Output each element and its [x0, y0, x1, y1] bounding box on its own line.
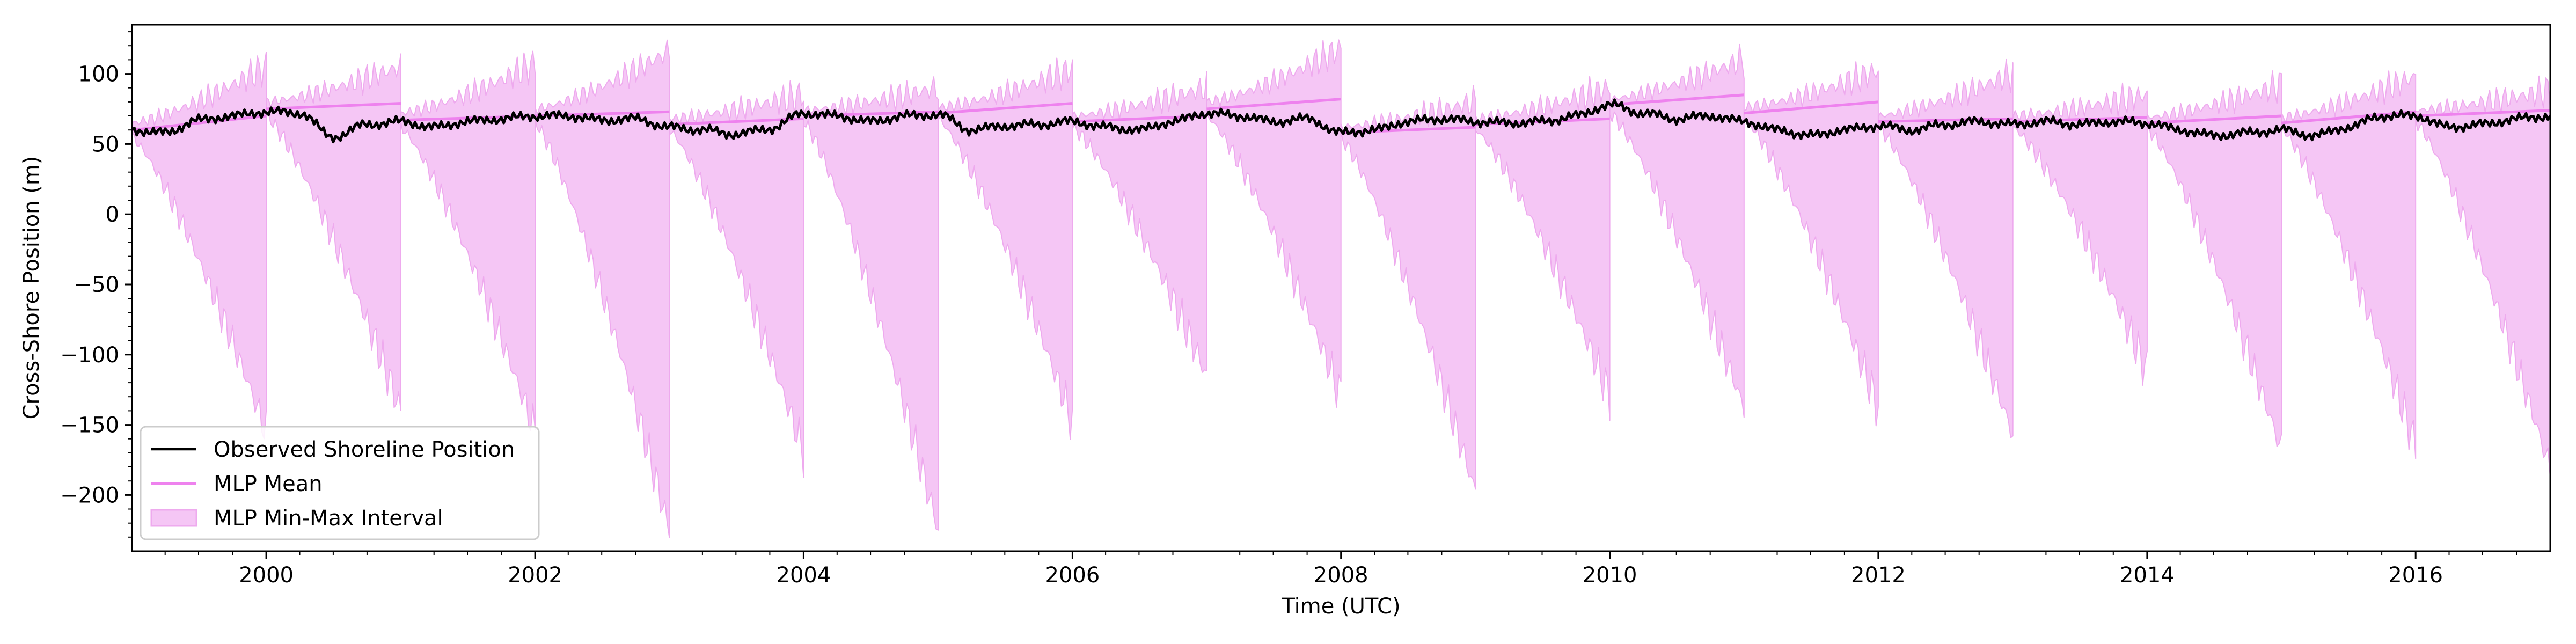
x-tick-label: 2012: [1851, 563, 1906, 588]
mlp-mean-segment: [1744, 100, 1879, 115]
x-tick-label: 2014: [2120, 563, 2175, 588]
mlp-interval-band: [1206, 39, 1342, 408]
y-tick-label: −100: [60, 343, 119, 368]
mlp-interval-band: [266, 53, 401, 411]
legend-label-mean: MLP Mean: [214, 472, 323, 496]
observed-layer: [131, 98, 2552, 144]
x-tick-label: 2008: [1314, 563, 1368, 588]
y-tick-label: −50: [74, 273, 119, 297]
observed-shoreline-line: [131, 98, 2552, 144]
mlp-interval-band: [1072, 71, 1208, 373]
mlp-interval-band: [535, 39, 670, 538]
mlp-mean-segment: [1878, 117, 2013, 123]
mlp-interval-band: [1877, 58, 2014, 438]
x-tick-label: 2010: [1583, 563, 1637, 588]
mlp-mean-segment: [2416, 109, 2551, 118]
mlp-mean-segment: [1609, 93, 1744, 106]
mlp-interval-band: [2146, 70, 2282, 447]
y-tick-label: 100: [78, 62, 119, 87]
mlp-mean-segment: [2147, 114, 2282, 125]
x-tick-label: 2004: [777, 563, 831, 588]
y-tick-label: 0: [106, 202, 119, 227]
x-tick-label: 2000: [239, 563, 294, 588]
mlp-interval-band: [2415, 75, 2551, 479]
y-tick-label: −200: [60, 483, 119, 508]
y-axis: 100 50 0 −50 −100 −150 −200: [60, 31, 132, 538]
mlp-interval-band: [131, 52, 267, 440]
legend-swatch-interval: [150, 509, 197, 527]
x-tick-label: 2006: [1045, 563, 1100, 588]
x-tick-label: 2016: [2388, 563, 2443, 588]
mlp-interval-band: [2012, 82, 2148, 386]
legend-label-interval: MLP Min-Max Interval: [214, 506, 443, 531]
mlp-interval-band: [803, 76, 939, 531]
mlp-interval-band: [2281, 70, 2417, 459]
mlp-interval-band: [400, 50, 536, 431]
mlp-interval-band: [1340, 85, 1476, 490]
mlp-mean-segment: [1206, 98, 1341, 111]
legend: Observed Shoreline Position MLP Mean MLP…: [140, 426, 540, 540]
x-tick-label: 2002: [508, 563, 562, 588]
mlp-interval-band: [669, 80, 804, 478]
y-axis-label: Cross-Shore Position (m): [19, 156, 44, 420]
x-axis-label: Time (UTC): [1281, 594, 1400, 619]
mlp-interval-layer: [131, 39, 2551, 538]
mlp-mean-segment: [938, 102, 1073, 115]
x-axis: 2000 2002 2004 2006 2008 2010 2012 2014 2016: [164, 551, 2517, 588]
mlp-interval-band: [1609, 43, 1745, 418]
mlp-mean-segment: [266, 102, 401, 111]
plot-area: [131, 39, 2552, 538]
legend-frame: [140, 426, 540, 540]
mlp-interval-band: [1475, 76, 1611, 421]
mlp-interval-band: [938, 57, 1073, 440]
mlp-interval-band: [1743, 61, 1879, 427]
y-tick-label: −150: [60, 413, 119, 438]
y-tick-label: 50: [92, 132, 119, 157]
legend-label-observed: Observed Shoreline Position: [214, 437, 515, 462]
